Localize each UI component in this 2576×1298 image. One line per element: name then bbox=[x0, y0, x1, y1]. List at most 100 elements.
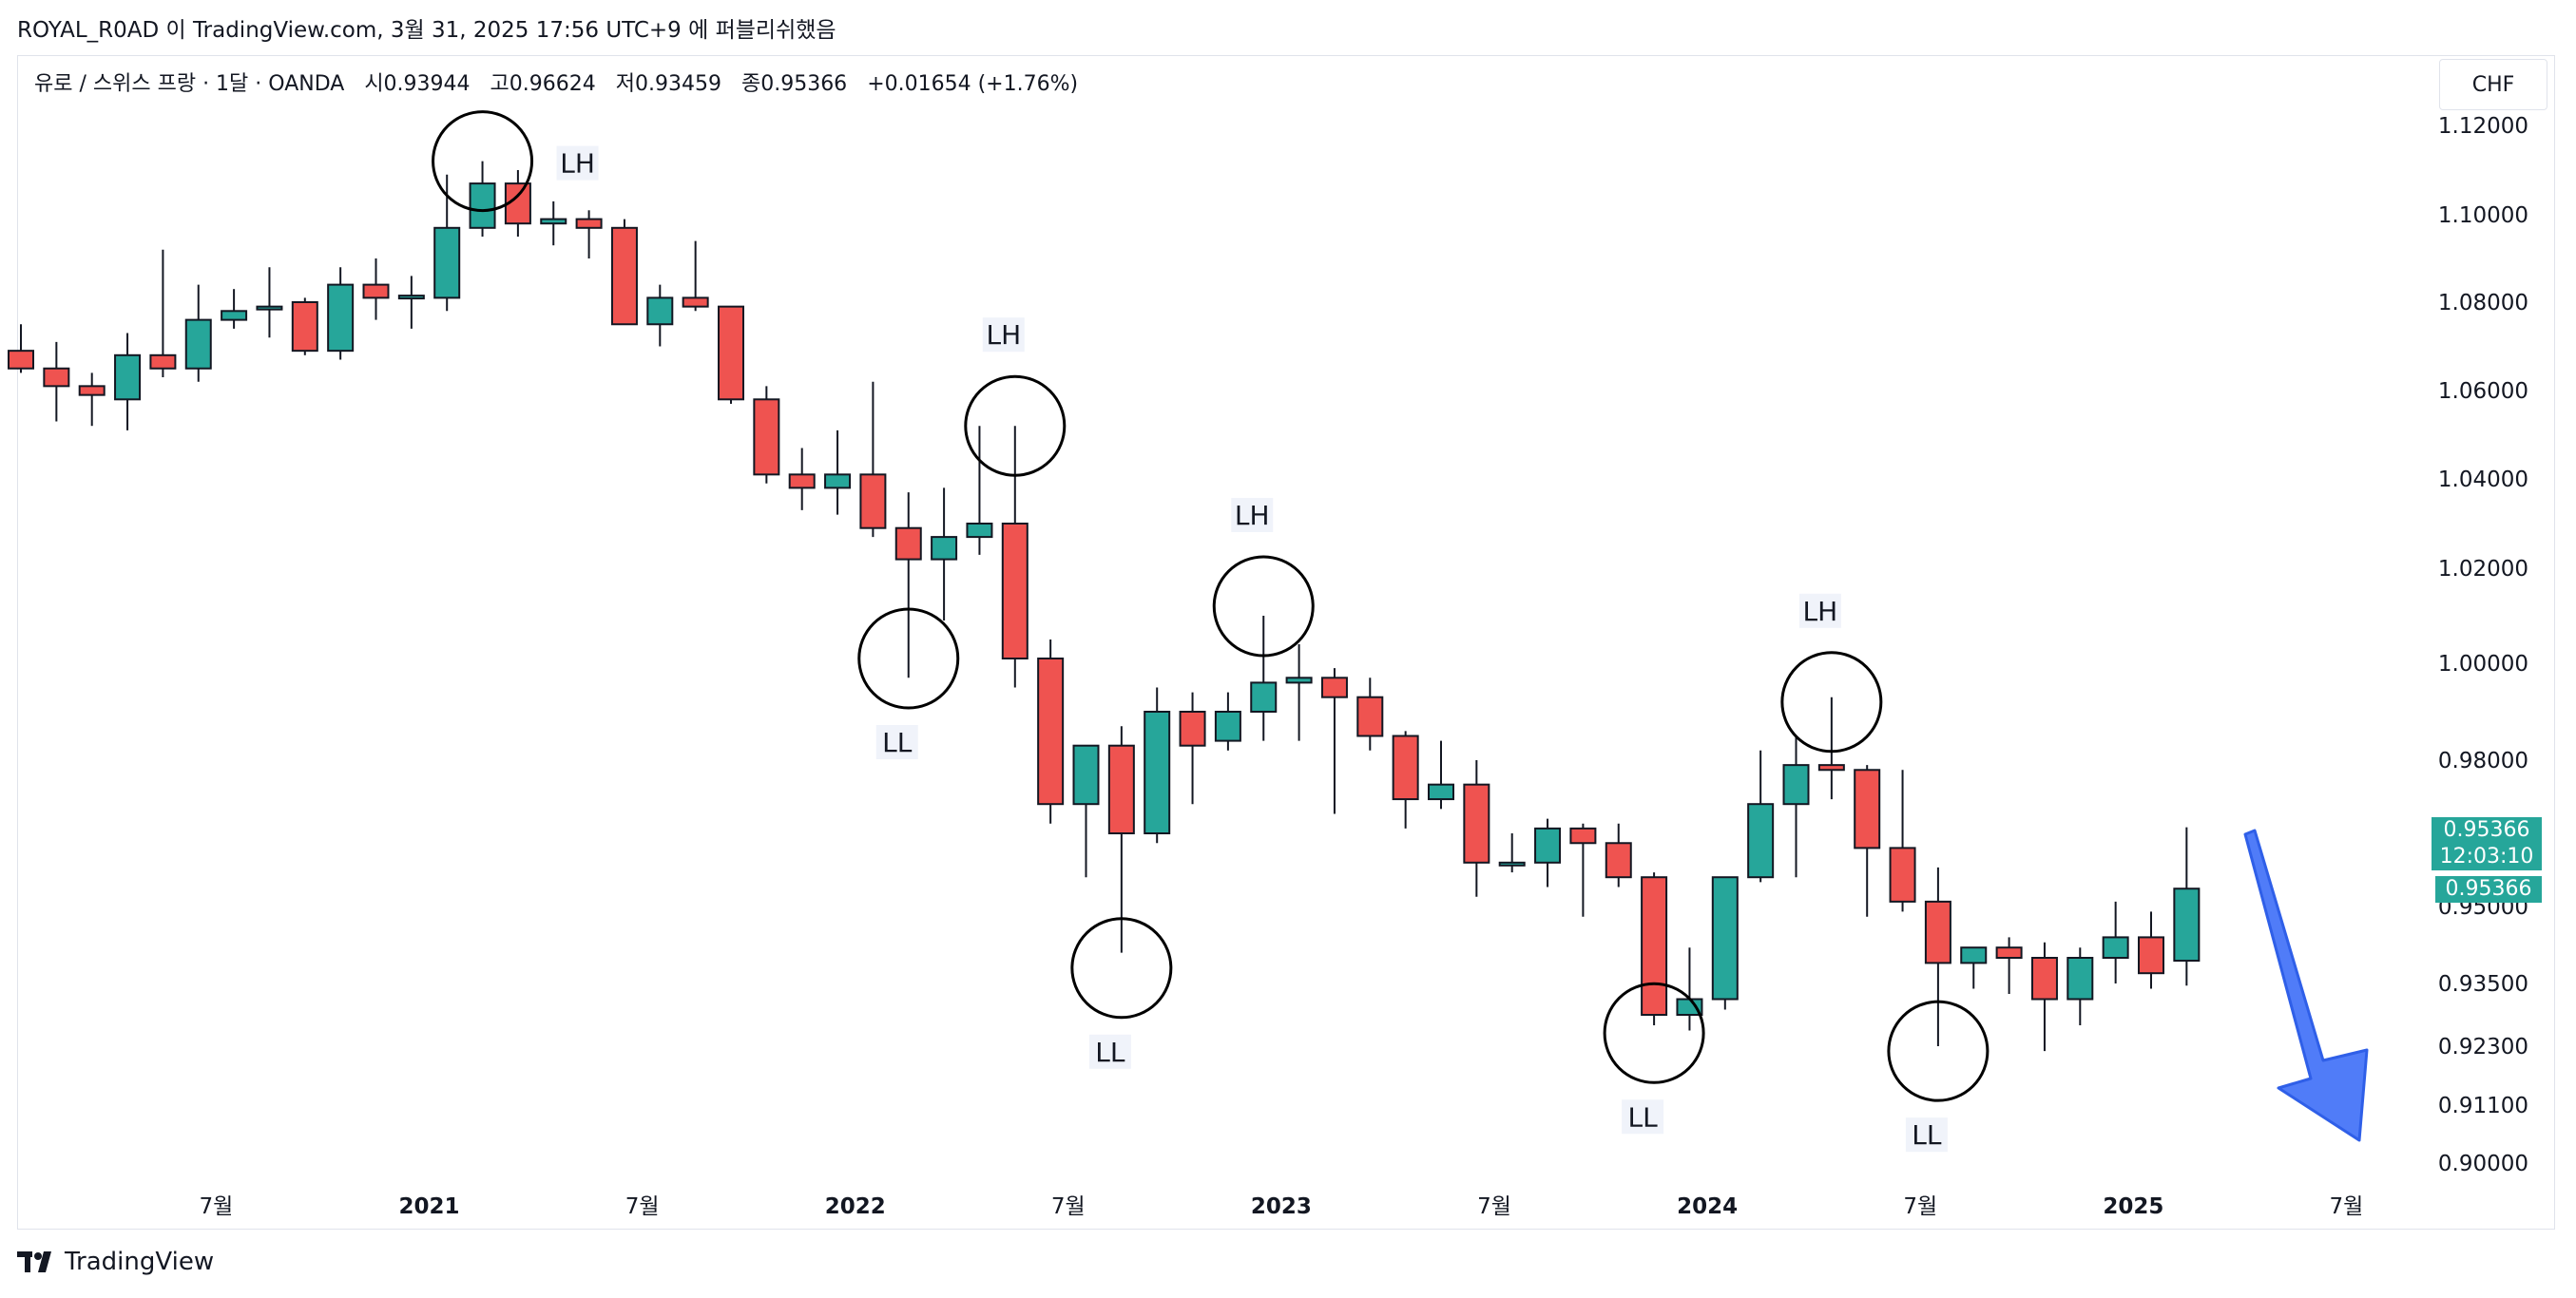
candle[interactable] bbox=[2067, 947, 2094, 1025]
candle[interactable] bbox=[2102, 901, 2129, 983]
swing-label: LH bbox=[1803, 596, 1838, 627]
candle[interactable] bbox=[1179, 692, 1206, 805]
candle-body bbox=[2030, 957, 2058, 1001]
candle-body bbox=[1641, 876, 1668, 1017]
candle[interactable] bbox=[433, 174, 461, 312]
candle-body bbox=[2102, 936, 2129, 960]
candle[interactable] bbox=[1782, 735, 1810, 878]
candle[interactable] bbox=[1250, 616, 1278, 741]
candle[interactable] bbox=[1817, 697, 1845, 800]
candle[interactable] bbox=[1569, 823, 1597, 917]
candle[interactable] bbox=[1889, 770, 1916, 912]
candle-body bbox=[184, 318, 212, 370]
swing-annotation[interactable]: LH bbox=[964, 317, 1067, 477]
candle[interactable] bbox=[1001, 426, 1028, 688]
swing-label: LH bbox=[986, 319, 1021, 351]
swing-annotation[interactable]: LL bbox=[1070, 917, 1173, 1069]
candle[interactable] bbox=[646, 284, 674, 347]
candle[interactable] bbox=[2173, 827, 2201, 986]
time-tick-label: 2025 bbox=[2103, 1194, 2163, 1219]
candle-body bbox=[1001, 523, 1028, 659]
swing-annotation[interactable]: LH bbox=[1212, 498, 1315, 658]
candle-body bbox=[1817, 764, 1845, 772]
candle[interactable] bbox=[931, 487, 958, 620]
candle[interactable] bbox=[221, 289, 248, 329]
candle[interactable] bbox=[2030, 942, 2058, 1052]
candle[interactable] bbox=[610, 219, 638, 326]
candle-body bbox=[1534, 827, 1562, 864]
candle-body bbox=[397, 295, 425, 300]
candle[interactable] bbox=[256, 267, 283, 338]
swing-annotation[interactable]: LH bbox=[432, 110, 599, 213]
candle[interactable] bbox=[894, 492, 922, 678]
candle[interactable] bbox=[824, 429, 852, 515]
candle[interactable] bbox=[184, 284, 212, 382]
candle[interactable] bbox=[362, 258, 390, 320]
tradingview-brand[interactable]: TradingView bbox=[17, 1248, 214, 1276]
candle[interactable] bbox=[1747, 750, 1775, 883]
time-tick-label: 7월 bbox=[200, 1194, 234, 1219]
candle[interactable] bbox=[682, 240, 709, 312]
candle-body bbox=[1463, 783, 1490, 864]
candle[interactable] bbox=[1924, 867, 1951, 1046]
candle[interactable] bbox=[43, 341, 70, 422]
candle[interactable] bbox=[753, 386, 780, 484]
candle-body bbox=[718, 305, 744, 401]
candle[interactable] bbox=[540, 200, 567, 246]
candle[interactable] bbox=[1037, 639, 1065, 824]
label-bg bbox=[1231, 498, 1274, 532]
candle[interactable] bbox=[1995, 937, 2023, 994]
candle[interactable] bbox=[1392, 731, 1419, 829]
swing-annotation[interactable]: LL bbox=[1887, 1000, 1990, 1153]
publisher-line: ROYAL_R0AD 이 TradingView.com, 3월 31, 202… bbox=[17, 18, 836, 43]
candle-body bbox=[1072, 744, 1100, 806]
candle[interactable] bbox=[966, 426, 993, 555]
candle[interactable] bbox=[1107, 726, 1135, 953]
candle[interactable] bbox=[8, 324, 34, 373]
candle[interactable] bbox=[397, 276, 425, 329]
candle[interactable] bbox=[114, 333, 142, 430]
candle[interactable] bbox=[1463, 760, 1490, 897]
label-bg bbox=[875, 725, 918, 759]
candle[interactable] bbox=[1072, 744, 1100, 878]
candle-body bbox=[291, 301, 318, 353]
candle[interactable] bbox=[1641, 872, 1668, 1025]
candle[interactable] bbox=[1320, 668, 1348, 814]
candle[interactable] bbox=[149, 249, 177, 378]
candle[interactable] bbox=[1285, 644, 1313, 741]
candle[interactable] bbox=[1676, 947, 1703, 1031]
candle[interactable] bbox=[2138, 911, 2164, 989]
down-arrow-drawing bbox=[2243, 829, 2369, 1142]
candle[interactable] bbox=[1960, 946, 1988, 989]
candle[interactable] bbox=[1214, 692, 1241, 751]
chart-pane[interactable] bbox=[17, 55, 2555, 1230]
candle[interactable] bbox=[1534, 818, 1562, 888]
candle[interactable] bbox=[718, 305, 744, 404]
candle-body bbox=[1924, 900, 1951, 964]
close-price-tag: 0.95366 bbox=[2435, 876, 2542, 903]
candle[interactable] bbox=[575, 210, 603, 258]
swing-annotation[interactable]: LL bbox=[857, 607, 960, 759]
candle[interactable] bbox=[291, 297, 318, 355]
candle[interactable] bbox=[1854, 765, 1881, 917]
time-tick-label: 2022 bbox=[825, 1194, 886, 1219]
candle[interactable] bbox=[327, 267, 355, 360]
candle[interactable] bbox=[1428, 740, 1454, 810]
swing-annotation[interactable]: LL bbox=[1603, 982, 1705, 1135]
candle[interactable] bbox=[788, 448, 816, 510]
currency-button[interactable]: CHF bbox=[2439, 59, 2547, 110]
swing-annotation[interactable]: LH bbox=[1780, 593, 1883, 754]
symbol-title[interactable]: 유로 / 스위스 프랑 · 1달 · OANDA bbox=[34, 72, 345, 96]
candle[interactable] bbox=[1498, 833, 1526, 873]
candle[interactable] bbox=[78, 372, 106, 427]
candle-body bbox=[1605, 842, 1632, 879]
candle[interactable] bbox=[1144, 687, 1171, 844]
candle[interactable] bbox=[1605, 823, 1632, 888]
candle[interactable] bbox=[1711, 876, 1739, 1010]
candle[interactable] bbox=[469, 161, 496, 237]
candle[interactable] bbox=[859, 381, 887, 538]
price-tick-label: 1.04000 bbox=[2438, 468, 2528, 492]
candle-body bbox=[78, 385, 106, 396]
candle[interactable] bbox=[1356, 678, 1384, 751]
